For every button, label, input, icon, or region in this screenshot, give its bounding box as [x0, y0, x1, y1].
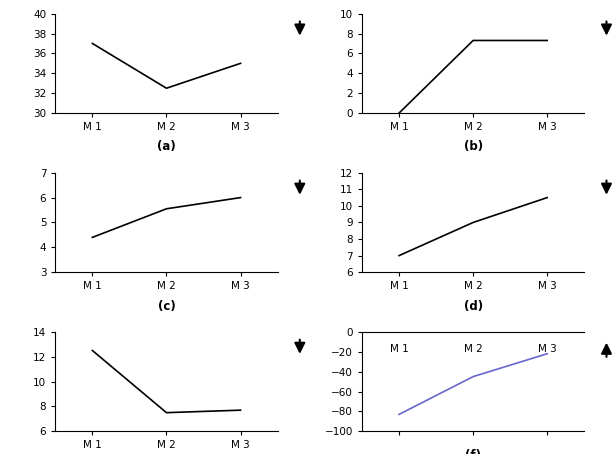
- X-axis label: (d): (d): [464, 300, 483, 312]
- X-axis label: (a): (a): [157, 140, 176, 153]
- X-axis label: (c): (c): [157, 300, 175, 312]
- X-axis label: (b): (b): [464, 140, 483, 153]
- Text: M 1: M 1: [390, 344, 408, 354]
- Text: M 3: M 3: [538, 344, 557, 354]
- X-axis label: (f): (f): [465, 449, 481, 454]
- Text: M 2: M 2: [464, 344, 483, 354]
